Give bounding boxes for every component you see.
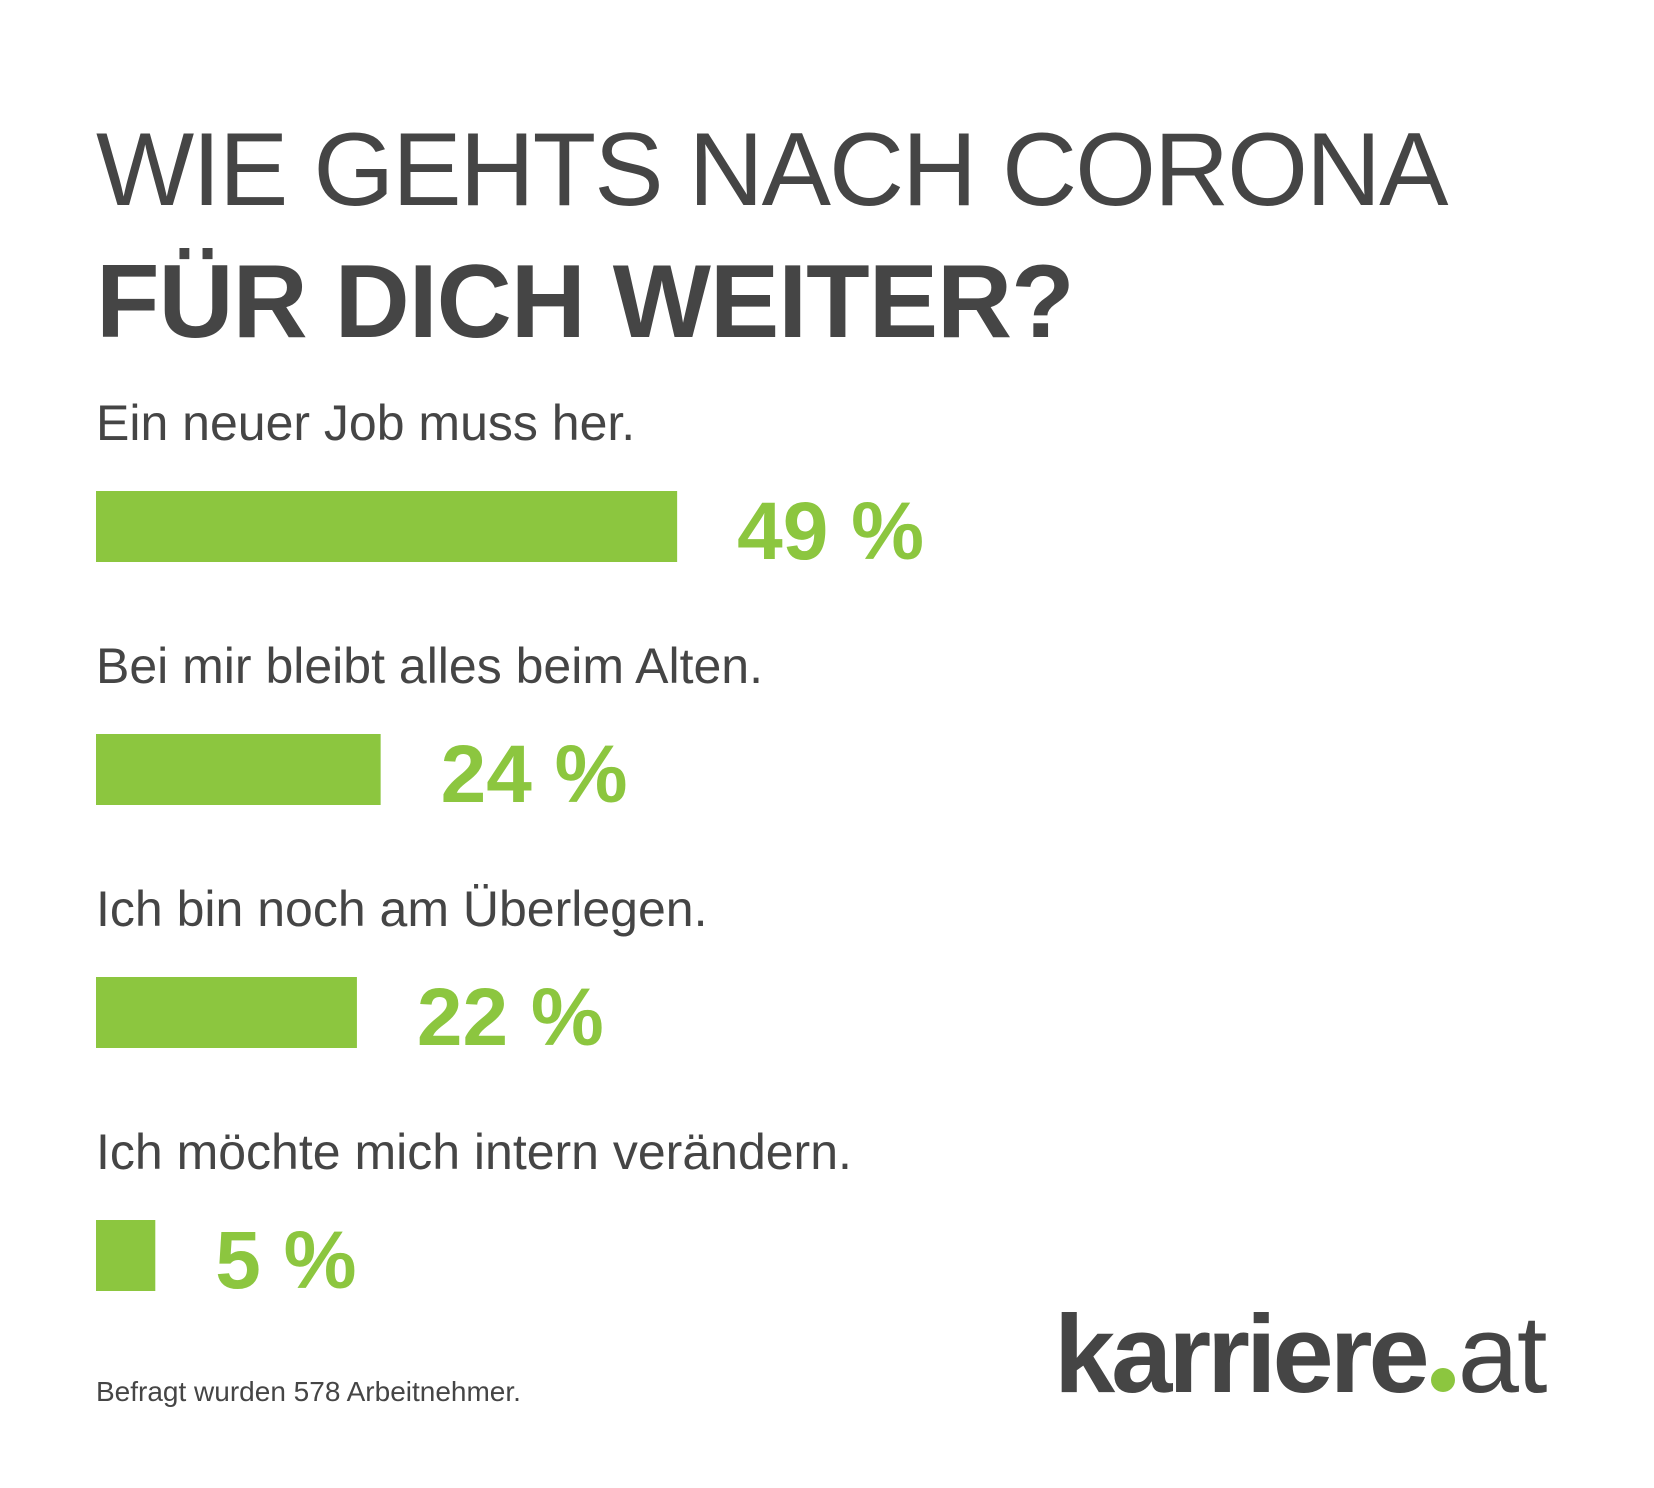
category-label: Bei mir bleibt alles beim Alten. — [96, 638, 763, 694]
value-label: 49 % — [737, 486, 924, 577]
value-label: 5 % — [215, 1215, 356, 1306]
logo-brand-text: karriere — [1054, 1293, 1430, 1416]
value-label: 22 % — [417, 972, 604, 1063]
category-label: Ich bin noch am Überlegen. — [96, 881, 707, 937]
chart-title-line1: WIE GEHTS NACH CORONA — [96, 112, 1449, 228]
survey-footnote: Befragt wurden 578 Arbeitnehmer. — [96, 1376, 521, 1407]
bar — [96, 1220, 156, 1291]
bar — [96, 977, 357, 1048]
karriere-logo: karriere at — [1054, 1300, 1547, 1410]
value-label: 24 % — [441, 729, 628, 820]
category-label: Ein neuer Job muss her. — [96, 395, 635, 451]
logo-dot — [1430, 1368, 1455, 1392]
bar — [96, 491, 678, 562]
bar — [96, 734, 381, 805]
chart-title-line2: FÜR DICH WEITER? — [96, 244, 1075, 360]
category-label: Ich möchte mich intern verändern. — [96, 1124, 852, 1180]
logo-suffix-text: at — [1457, 1293, 1548, 1416]
